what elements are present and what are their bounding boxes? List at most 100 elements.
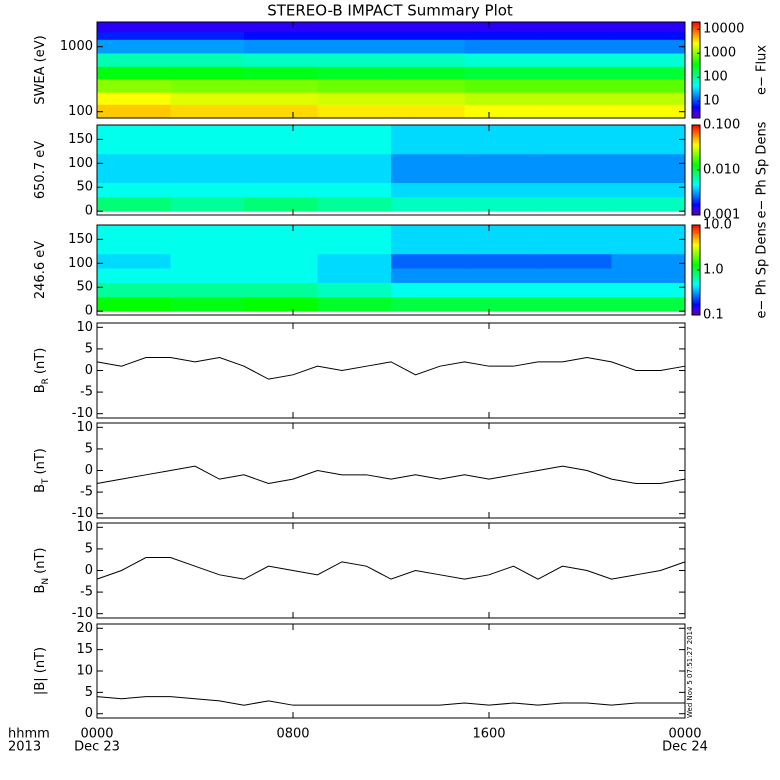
heatmap-cell [244,53,318,67]
y-tick-label: 50 [76,280,93,295]
data-line [96,357,686,380]
y-tick-label: 5 [85,441,93,456]
y-tick-label: 100 [68,104,93,119]
colorbar-swatch [692,186,700,189]
colorbar-swatch [692,97,700,100]
heatmap-cell [611,53,686,67]
colorbar-tick-label: 0.001 [703,208,740,223]
colorbar-swatch [692,280,700,283]
y-label-sub: R [41,378,51,384]
heatmap-cell [317,296,392,312]
colorbar-swatch [692,270,700,272]
heatmap-cell [317,196,392,212]
colorbar-swatch [692,73,700,76]
y-tick-label: 150 [68,132,93,147]
heatmap-cell [317,268,392,283]
colorbar-swatch [692,300,700,302]
heatmap-cell [611,196,686,212]
heatmap-cell [244,104,318,119]
heatmap-cell [97,282,171,298]
colorbar-swatch [692,226,700,229]
colorbar-swatch [692,106,700,109]
colorbar-swatch [692,194,700,196]
heatmap-cell [538,239,612,255]
colorbar-swatch [692,165,700,168]
y-tick-label: 0 [85,304,93,319]
y-tick-label: -5 [80,485,93,500]
colorbar-swatch [692,276,700,278]
colorbar-tick-label: 10000 [703,22,744,37]
colorbar-swatch [692,291,700,293]
heatmap-cell [97,39,171,54]
y-tick-label: -5 [80,585,93,600]
colorbar-swatch [692,132,700,135]
colorbar-swatch [692,207,700,210]
colorbar-label: e− Ph Sp Dens [755,121,770,218]
colorbar-swatch [692,212,700,214]
colorbar-swatch [692,252,700,254]
y-axis-label: |B| (nT) [33,647,48,695]
heatmap-cell [391,22,465,33]
heatmap-cell [170,53,245,67]
colorbar-swatch [692,197,700,199]
colorbar-swatch [692,267,700,269]
colorbar-swatch [692,65,700,68]
y-tick-label: -10 [72,406,93,421]
colorbar-swatch [692,231,700,233]
heatmap-cell [170,225,245,240]
panel-frame [96,224,686,316]
colorbar-swatch [692,273,700,275]
colorbar-swatch [692,143,700,145]
timestamp: Wed Nov 5 07:51:27 2014 [686,626,694,718]
heatmap-cell [317,225,392,240]
heatmap-cell [611,139,686,155]
y-tick-label: 10 [76,320,93,335]
heatmap-cell [170,31,245,40]
heatmap-cell [244,139,318,155]
heatmap-cell [244,125,318,140]
colorbar-swatch [692,140,700,142]
heatmap-cell [170,78,245,93]
colorbar-swatch [692,86,700,89]
heatmap-cell [391,225,465,240]
colorbar-swatch [692,189,700,192]
colorbar-swatch [692,131,700,133]
x-tick-label: 1600 [472,727,505,742]
heatmap-cell [464,53,539,67]
heatmap-cell [611,168,686,183]
heatmap-cell [538,66,612,80]
colorbar-swatch [692,234,700,236]
y-label-unit: (nT) [33,348,48,374]
y-label-unit: (nT) [33,548,48,574]
heatmap-cell [170,139,245,155]
heatmap-cell [244,39,318,54]
heatmap-cell [611,125,686,140]
colorbar-swatch [692,66,700,69]
y-tick-label: 0 [85,563,93,578]
colorbar-swatch [692,312,700,314]
heatmap-cell [317,139,392,155]
heatmap-cell [170,282,245,298]
colorbar-swatch [692,84,700,87]
heatmap-cell [244,31,318,40]
heatmap-cell [538,92,612,105]
heatmap-cell [538,39,612,54]
y-label-sub: T [41,478,51,485]
colorbar-swatch [692,256,700,259]
colorbar-swatch [692,183,700,186]
heatmap-cell [170,239,245,255]
heatmap-cell [391,268,465,283]
heatmap-cell [317,92,392,105]
colorbar-swatch [692,76,700,79]
colorbar-label: e− Ph Sp Dens [755,221,770,318]
colorbar-swatch [692,113,700,116]
heatmap-cell [538,53,612,67]
heatmap-cell [244,22,318,33]
heatmap-cell [464,22,539,33]
heatmap-cell [244,92,318,105]
colorbar-swatch [692,31,700,34]
colorbar-swatch [692,283,700,286]
heatmap-cell [464,31,539,40]
colorbar-swatch [692,164,700,166]
heatmap-cell [244,66,318,80]
